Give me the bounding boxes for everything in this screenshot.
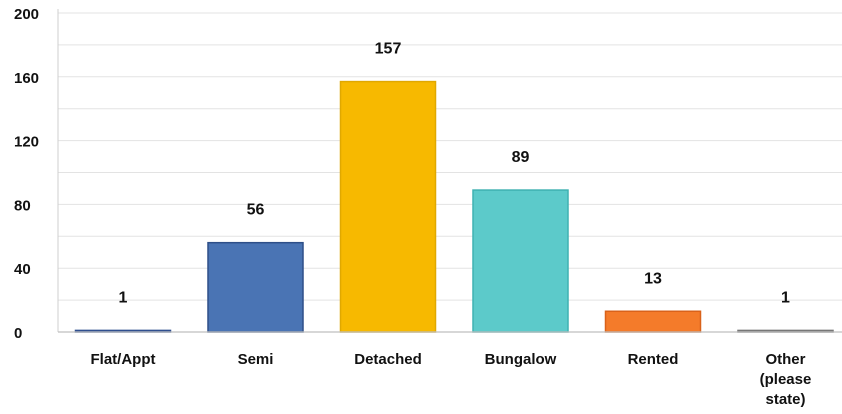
bar	[604, 310, 702, 333]
y-tick-label: 120	[14, 134, 39, 151]
data-label: 1	[119, 289, 128, 306]
gridlines	[58, 12, 842, 301]
bar	[339, 80, 437, 333]
data-label: 13	[644, 270, 662, 287]
y-tick-label: 0	[14, 325, 22, 342]
x-tick-label: Detached	[354, 351, 422, 368]
data-label: 157	[375, 41, 402, 58]
y-tick-label: 40	[14, 261, 31, 278]
x-tick-label: Flat/Appt	[91, 351, 156, 368]
x-tick-label: Semi	[238, 351, 274, 368]
bar	[472, 189, 569, 333]
bars	[74, 80, 834, 333]
x-tick-label: Other (please state)	[760, 351, 812, 408]
x-axis: Flat/Appt Semi Detached Bungalow Rented Other…	[58, 331, 842, 408]
y-axis: 0 40 80 120 160 200	[14, 6, 59, 342]
x-tick-label: Rented	[628, 351, 679, 368]
data-label: 56	[247, 202, 265, 219]
y-tick-label: 160	[14, 70, 39, 87]
y-tick-label: 80	[14, 197, 31, 214]
data-labels: 1 56 157 89 13 1	[119, 41, 791, 307]
data-label: 89	[512, 149, 530, 166]
x-tick-label: Bungalow	[485, 351, 557, 368]
y-tick-label: 200	[14, 6, 39, 23]
bar	[207, 241, 304, 333]
data-label: 1	[781, 289, 790, 306]
